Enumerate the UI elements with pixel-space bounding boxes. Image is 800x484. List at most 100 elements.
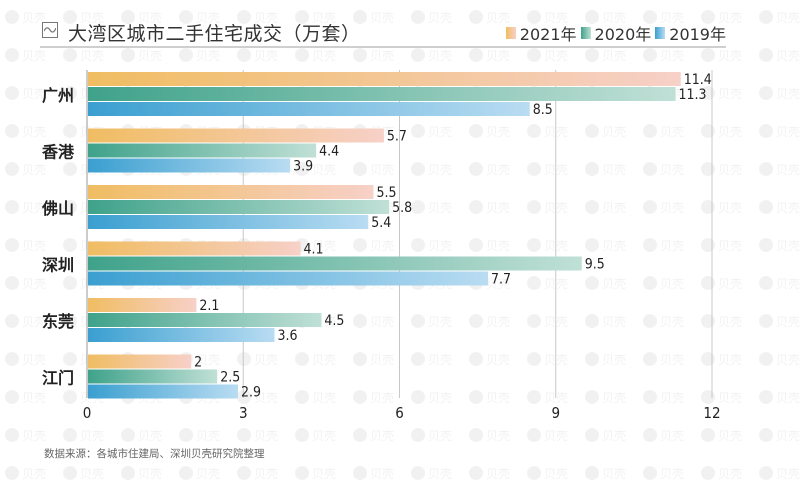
category-label: 东莞 <box>42 312 74 331</box>
data-label: 4.4 <box>319 144 339 160</box>
data-label: 4.5 <box>324 313 344 329</box>
legend-label-2019: 2019年 <box>669 25 726 44</box>
watermark-logo: 贝壳 <box>526 464 572 482</box>
svg-text:贝壳: 贝壳 <box>660 429 684 443</box>
svg-text:贝壳: 贝壳 <box>544 429 568 443</box>
svg-text:贝壳: 贝壳 <box>428 429 452 443</box>
svg-text:贝壳: 贝壳 <box>312 467 336 481</box>
data-label: 7.7 <box>491 272 511 288</box>
legend-item-2020: 2020年 <box>580 21 652 45</box>
watermark-logo: 贝壳 <box>352 464 398 482</box>
data-label: 5.7 <box>387 129 407 145</box>
line-chart-icon <box>42 22 58 38</box>
watermark-logo: 贝壳 <box>120 464 166 482</box>
bar <box>88 143 317 158</box>
bar <box>88 354 192 369</box>
bar <box>88 215 369 229</box>
svg-text:贝壳: 贝壳 <box>544 467 568 481</box>
svg-text:贝壳: 贝壳 <box>370 429 394 443</box>
bar <box>88 313 322 327</box>
svg-text:贝壳: 贝壳 <box>254 467 278 481</box>
watermark-logo: 贝壳 <box>410 464 456 482</box>
chart-header: 大湾区城市二手住宅成交（万套） 2021年 2020年 2019年 <box>40 18 726 48</box>
watermark-logo: 贝壳 <box>584 464 630 482</box>
svg-text:贝壳: 贝壳 <box>138 429 162 443</box>
legend-swatch-2020 <box>580 27 591 39</box>
data-label: 8.5 <box>533 102 553 118</box>
data-label: 2.9 <box>241 385 261 401</box>
watermark-logo: 贝壳 <box>642 464 688 482</box>
x-tick-label: 0 <box>83 404 92 422</box>
svg-text:贝壳: 贝壳 <box>486 429 510 443</box>
bar <box>88 271 489 286</box>
category-label: 香港 <box>41 143 75 162</box>
svg-text:贝壳: 贝壳 <box>718 467 742 481</box>
svg-text:贝壳: 贝壳 <box>370 467 394 481</box>
svg-text:贝壳: 贝壳 <box>80 429 104 443</box>
svg-text:贝壳: 贝壳 <box>428 467 452 481</box>
svg-text:贝壳: 贝壳 <box>718 429 742 443</box>
x-tick-label: 6 <box>395 404 404 422</box>
data-label: 2.5 <box>220 370 240 386</box>
svg-text:贝壳: 贝壳 <box>80 467 104 481</box>
bar <box>88 185 374 199</box>
svg-text:贝壳: 贝壳 <box>254 429 278 443</box>
data-label: 4.1 <box>304 242 324 258</box>
category-label: 深圳 <box>42 256 74 275</box>
data-label: 3.9 <box>293 159 313 175</box>
watermark-logo: 贝壳 <box>62 464 108 482</box>
watermark-logo: 贝壳 <box>758 464 800 482</box>
svg-text:贝壳: 贝壳 <box>22 429 46 443</box>
svg-text:贝壳: 贝壳 <box>312 429 336 443</box>
category-label: 江门 <box>42 369 74 388</box>
bar <box>88 384 239 399</box>
svg-text:贝壳: 贝壳 <box>602 429 626 443</box>
data-label: 3.6 <box>278 328 298 344</box>
data-label: 11.3 <box>679 87 707 103</box>
svg-text:贝壳: 贝壳 <box>196 429 220 443</box>
data-label: 5.5 <box>376 185 396 201</box>
watermark-logo: 贝壳 <box>4 464 50 482</box>
data-source-note: 数据来源：各城市住建局、深圳贝壳研究院整理 <box>44 448 265 460</box>
bar <box>88 102 530 116</box>
chart-title: 大湾区城市二手住宅成交（万套） <box>68 23 361 45</box>
svg-text:贝壳: 贝壳 <box>486 467 510 481</box>
bar <box>88 200 390 214</box>
svg-text:贝壳: 贝壳 <box>196 467 220 481</box>
x-tick-label: 12 <box>703 404 720 422</box>
bar <box>88 328 275 342</box>
category-label: 佛山 <box>41 199 74 218</box>
x-tick-label: 9 <box>551 404 560 422</box>
svg-text:贝壳: 贝壳 <box>22 467 46 481</box>
bar <box>88 298 197 312</box>
legend: 2021年 2020年 2019年 <box>502 21 726 45</box>
svg-text:贝壳: 贝壳 <box>776 429 800 443</box>
data-label: 9.5 <box>585 257 605 273</box>
svg-text:贝壳: 贝壳 <box>660 467 684 481</box>
svg-text:贝壳: 贝壳 <box>776 467 800 481</box>
legend-item-2019: 2019年 <box>655 21 726 45</box>
bar <box>88 158 291 173</box>
bar <box>88 72 681 86</box>
data-label: 2 <box>194 355 202 371</box>
watermark-logo: 贝壳 <box>468 464 514 482</box>
watermark-logo: 贝壳 <box>236 464 282 482</box>
bar <box>88 128 384 143</box>
data-label: 11.4 <box>684 72 712 88</box>
category-label: 广州 <box>42 86 74 105</box>
bar <box>88 87 676 101</box>
legend-item-2021: 2021年 <box>505 21 577 45</box>
watermark-logo: 贝壳 <box>178 464 224 482</box>
bar <box>88 241 301 256</box>
svg-text:贝壳: 贝壳 <box>138 467 162 481</box>
legend-swatch-2021 <box>505 27 516 39</box>
chart-area: 0 3 6 9 12 广州 11.4 11.3 8.5 香港 5.7 4.4 3.9 佛山 5.5 5.8 5.… <box>41 70 721 422</box>
watermark-logo: 贝壳 <box>700 464 746 482</box>
x-tick-label: 3 <box>239 404 248 422</box>
data-label: 5.4 <box>371 215 391 231</box>
bar <box>88 369 218 384</box>
legend-label-2020: 2020年 <box>594 25 652 44</box>
data-label: 5.8 <box>392 200 412 216</box>
bar-chart: 0 3 6 9 12 广州 11.411.3 8.5 香港 5.7 4.4 3.9 佛山 5.55.85.… <box>41 70 721 422</box>
data-label: 2.1 <box>199 298 219 314</box>
